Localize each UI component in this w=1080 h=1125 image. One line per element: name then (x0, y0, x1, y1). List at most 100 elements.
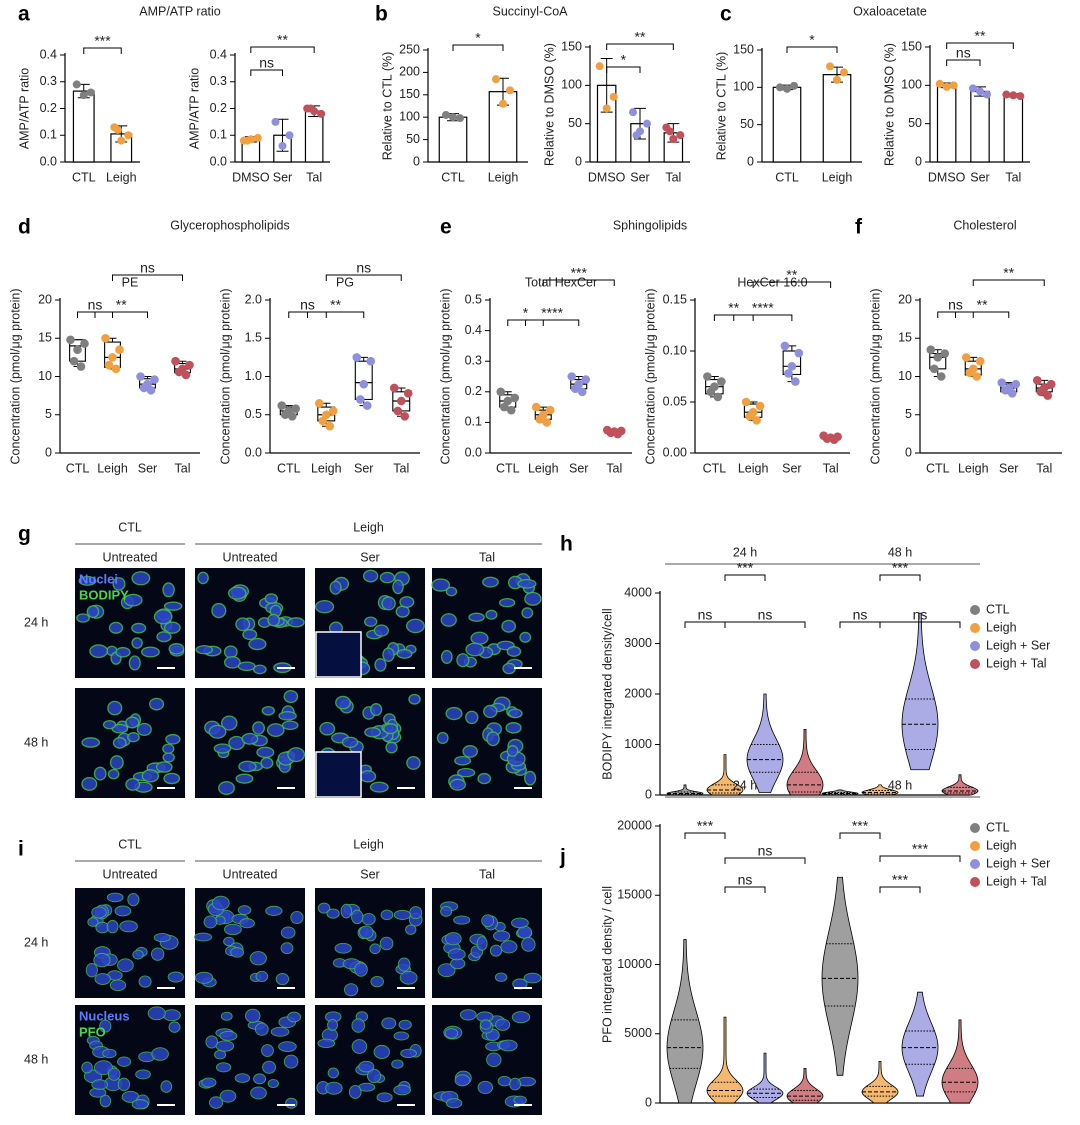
y-tick-label: 2000 (624, 686, 652, 700)
significance-label: ** (116, 297, 127, 313)
cell (317, 1038, 336, 1049)
y-tick-label: 0.2 (40, 101, 57, 115)
group-label: 24 h (733, 545, 757, 559)
group-title: Cholesterol (953, 218, 1016, 232)
cell (127, 732, 140, 743)
data-point (826, 62, 834, 71)
data-point (362, 401, 372, 410)
group-title: Succinyl-CoA (492, 4, 568, 18)
cell (275, 972, 290, 986)
significance-label: *** (912, 841, 929, 857)
data-point (822, 434, 832, 444)
violin (666, 784, 704, 796)
cell (211, 602, 227, 619)
cell (280, 942, 294, 955)
cell (108, 621, 124, 634)
data-point (174, 367, 184, 377)
cell (131, 637, 143, 649)
panel-label: b (375, 3, 388, 26)
data-point (1011, 379, 1021, 389)
x-tick-label: Leigh (97, 461, 128, 475)
legend-label: Leigh + Ser (986, 638, 1050, 652)
y-tick-label: 5 (45, 407, 52, 421)
data-point (542, 418, 552, 427)
cell (348, 1085, 362, 1099)
cell (493, 930, 511, 942)
cell (128, 655, 141, 671)
legend-marker (970, 623, 980, 633)
y-tick-label: 0.0 (465, 445, 482, 459)
significance-bracket (839, 621, 881, 628)
cell (227, 586, 247, 600)
x-tick-label: Ser (999, 461, 1018, 475)
cell (168, 1021, 181, 1033)
significance-label: * (475, 30, 481, 46)
y-tick-label: 10 (898, 369, 912, 383)
data-point (352, 353, 362, 362)
y-axis-label: Concentration (pmol/μg protein) (8, 288, 22, 464)
y-tick-label: 0.2 (210, 101, 227, 115)
y-tick-label: 0.0 (40, 154, 57, 168)
cell (486, 731, 500, 747)
cell (343, 983, 359, 997)
column-group-label: Leigh (353, 520, 384, 534)
cell (203, 915, 218, 929)
data-point (969, 84, 977, 93)
data-point (570, 384, 580, 394)
group-label: 24 h (733, 778, 757, 792)
data-point (278, 141, 287, 150)
cell (326, 908, 340, 919)
chart-title: PE (122, 275, 139, 289)
significance-label: ns (758, 607, 773, 623)
data-point (72, 80, 81, 89)
data-point (755, 401, 765, 411)
cell (370, 976, 384, 988)
cell (195, 645, 214, 655)
cell (327, 1067, 339, 1079)
cell (340, 903, 353, 919)
group-label: 48 h (888, 545, 912, 559)
y-tick-label: 0.0 (245, 445, 262, 459)
y-tick-label: 50 (568, 116, 582, 130)
cell (440, 649, 453, 664)
y-tick-label: 50 (908, 116, 922, 130)
cell (117, 958, 134, 973)
whisker (933, 349, 942, 377)
data-point (752, 416, 761, 425)
cell (141, 769, 160, 783)
cell (506, 646, 522, 657)
cell (147, 1006, 166, 1021)
significance-bracket (307, 311, 365, 318)
cell (162, 752, 175, 763)
bar (970, 90, 990, 163)
cell (374, 658, 387, 672)
data-point (80, 339, 89, 348)
cell (476, 936, 488, 951)
panel-label: c (720, 3, 732, 26)
cell (440, 613, 457, 627)
data-point (318, 416, 328, 426)
cell (250, 1086, 267, 1100)
cell (219, 1089, 237, 1103)
cell (230, 947, 245, 958)
y-axis-label: Concentration (pmol/μg protein) (218, 288, 232, 464)
cell (444, 932, 462, 946)
legend-marker (970, 877, 980, 887)
violin (821, 876, 859, 1076)
significance-bracket (752, 281, 832, 288)
data-point (510, 393, 520, 403)
data-point (146, 385, 156, 395)
cell (278, 1041, 297, 1052)
x-tick-label: Leigh (822, 170, 853, 184)
y-tick-label: 150 (399, 87, 420, 101)
data-point (745, 411, 754, 421)
cell (270, 1026, 290, 1037)
cell (149, 697, 165, 711)
data-point (965, 368, 975, 377)
x-tick-label: Tal (665, 170, 681, 184)
cell (264, 593, 279, 604)
x-tick-label: DMSO (232, 170, 270, 184)
panel-label: h (560, 533, 573, 556)
cell (359, 925, 374, 939)
cell (131, 622, 147, 634)
